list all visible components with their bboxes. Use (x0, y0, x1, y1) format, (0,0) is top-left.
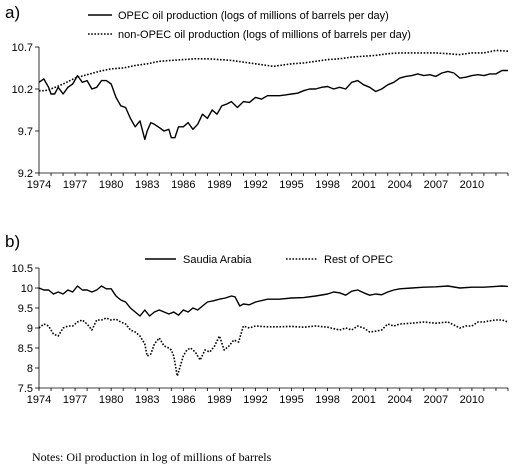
y-tick-label: 9.7 (18, 126, 33, 138)
y-tick-label: 10.2 (12, 84, 33, 96)
x-tick-label: 2010 (460, 179, 484, 191)
x-tick-label: 1992 (243, 179, 267, 191)
x-tick-label: 1980 (99, 179, 123, 191)
x-tick-label: 1986 (171, 394, 195, 406)
x-tick-label: 2001 (351, 179, 375, 191)
x-tick-label: 1992 (243, 394, 267, 406)
legend-label-2: non-OPEC oil production (logs of million… (118, 29, 411, 41)
y-tick-label: 9 (27, 323, 33, 335)
legend-label-1: Saudia Arabia (183, 254, 252, 266)
x-tick-label: 1974 (27, 179, 51, 191)
x-tick-label: 1989 (207, 394, 231, 406)
x-tick-label: 1998 (315, 394, 339, 406)
x-tick-label: 1986 (171, 179, 195, 191)
series-line-1 (38, 69, 508, 141)
x-tick-label: 2004 (388, 394, 412, 406)
x-tick-label: 1974 (27, 394, 51, 406)
x-tick-label: 1995 (279, 394, 303, 406)
x-tick-label: 1977 (63, 394, 87, 406)
panel-label: a) (5, 3, 20, 22)
x-tick-label: 1977 (63, 179, 87, 191)
y-tick-label: 8 (27, 363, 33, 375)
x-tick-label: 1980 (99, 394, 123, 406)
x-tick-label: 1983 (135, 179, 159, 191)
y-tick-label: 10.7 (12, 42, 33, 54)
notes-text: Notes: Oil production in log of millions… (32, 450, 272, 464)
series-line-2 (39, 49, 509, 92)
chart-panel-b: b) 7.5 8 8.5 9 9.5 10 10.5 1974 1977 1980 1983 1986 1… (5, 232, 509, 406)
y-tick-label: 8.5 (18, 343, 33, 355)
x-tick-label: 1998 (315, 179, 339, 191)
x-tick-label: 1983 (135, 394, 159, 406)
x-tick-label: 2007 (424, 394, 448, 406)
y-tick-label: 7.5 (18, 383, 33, 395)
x-tick-label: 2004 (388, 179, 412, 191)
x-tick-label: 2010 (460, 394, 484, 406)
y-tick-label: 9.5 (18, 303, 33, 315)
legend-label-1: OPEC oil production (logs of millions of… (118, 10, 389, 22)
x-tick-label: 2007 (424, 179, 448, 191)
series-line-2 (38, 317, 509, 377)
panel-label: b) (5, 232, 20, 251)
legend-label-2: Rest of OPEC (324, 254, 393, 266)
y-tick-label: 9.2 (18, 168, 33, 180)
y-tick-label: 10.5 (12, 263, 33, 275)
chart-panel-a: a) 9.2 9.7 10.2 10.7 1974 1977 1980 1983 1986 1989… (5, 3, 509, 191)
series-line-1 (38, 285, 509, 317)
y-tick-label: 10 (21, 283, 33, 295)
x-tick-label: 1995 (279, 179, 303, 191)
x-tick-label: 2001 (351, 394, 375, 406)
x-tick-label: 1989 (207, 179, 231, 191)
